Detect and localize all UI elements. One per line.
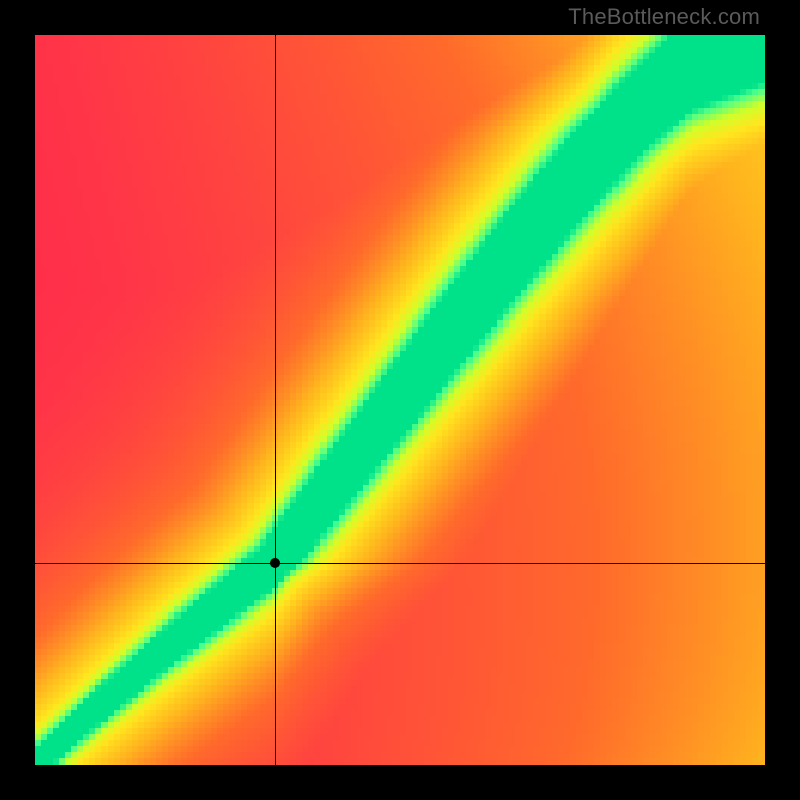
- heatmap-plot: [35, 35, 765, 765]
- watermark-text: TheBottleneck.com: [568, 4, 760, 30]
- chart-frame: TheBottleneck.com: [0, 0, 800, 800]
- heatmap-canvas: [35, 35, 765, 765]
